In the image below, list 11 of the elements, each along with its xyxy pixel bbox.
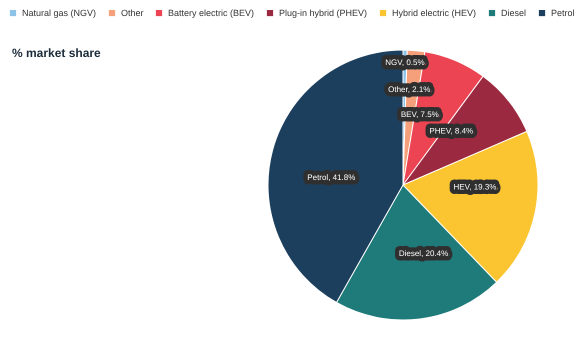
legend-label: Natural gas (NGV) xyxy=(22,8,96,18)
legend-label: Battery electric (BEV) xyxy=(168,8,254,18)
data-label: Petrol, 41.8% xyxy=(307,173,356,182)
data-label: HEV, 19.3% xyxy=(454,182,496,192)
legend-label: Other xyxy=(121,8,144,18)
data-label: Diesel, 20.4% xyxy=(398,249,448,258)
text: % market share xyxy=(12,46,102,60)
legend-label: Petrol xyxy=(551,8,575,18)
legend-label: Plug-in hybrid (PHEV) xyxy=(279,8,368,18)
legend-label: Diesel xyxy=(501,8,526,18)
legend-label: Hybrid electric (HEV) xyxy=(392,8,476,18)
